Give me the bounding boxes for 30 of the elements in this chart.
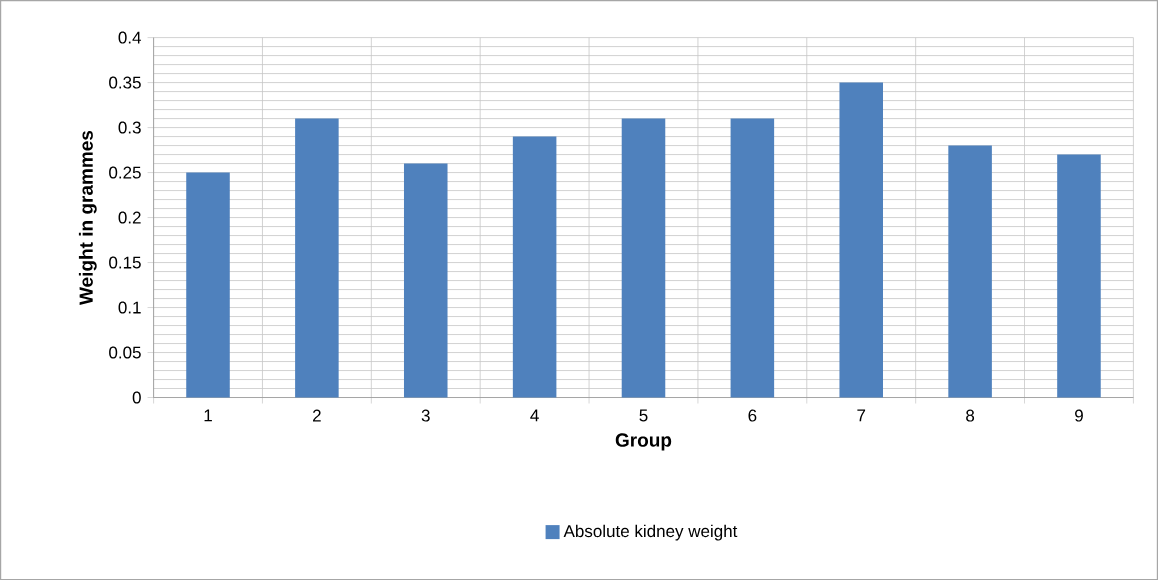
- bar: [948, 145, 992, 398]
- y-tick-label: 0.2: [118, 211, 141, 224]
- bar: [839, 82, 883, 398]
- y-tick-label: 0.05: [109, 346, 141, 359]
- x-tick-label: 3: [421, 409, 430, 422]
- x-tick-label: 8: [966, 409, 975, 422]
- x-tick-label: 9: [1075, 409, 1083, 422]
- x-tick-label: 1: [204, 409, 212, 422]
- x-tick-label: 6: [748, 409, 757, 422]
- bar: [621, 118, 666, 398]
- y-tick-label: 0.15: [109, 256, 141, 269]
- bar: [1057, 154, 1101, 398]
- y-tick-label: 0.25: [109, 166, 141, 179]
- bar: [295, 118, 339, 398]
- y-tick-label: 0.4: [118, 31, 142, 44]
- y-tick-label: 0.1: [118, 301, 141, 314]
- x-tick-label: 2: [313, 409, 321, 422]
- x-tick-label: 7: [857, 409, 866, 422]
- bar: [512, 136, 557, 398]
- bar: [186, 172, 230, 398]
- bar: [730, 118, 775, 398]
- y-tick-label: 0.35: [109, 76, 141, 89]
- x-axis-title: Group: [615, 433, 672, 451]
- legend-label: Absolute kidney weight: [563, 524, 738, 541]
- y-axis-title: Weight in grammes: [78, 130, 97, 305]
- y-tick-label: 0: [132, 391, 141, 404]
- bar: [403, 163, 448, 398]
- y-tick-label: 0.3: [118, 121, 141, 134]
- x-tick-label: 4: [530, 409, 539, 422]
- x-tick-label: 5: [639, 409, 648, 422]
